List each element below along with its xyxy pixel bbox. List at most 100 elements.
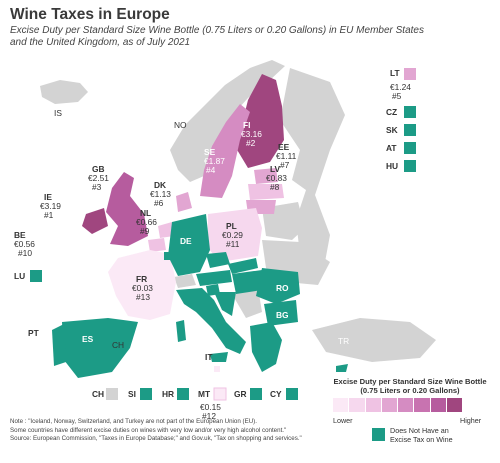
map-region-gr — [250, 322, 282, 372]
map-region-hu — [232, 270, 262, 294]
label-pl-code: PL — [226, 221, 237, 231]
label-ee-code: EE — [278, 142, 290, 152]
label-at: AT — [386, 143, 397, 153]
label-lt-value: €1.24 — [390, 82, 411, 92]
label-pt: PT — [28, 328, 40, 338]
map-region-nl — [158, 222, 174, 238]
footnote-line: Source: European Commission, "Taxes in E… — [10, 435, 302, 443]
map-region-ie — [82, 208, 108, 234]
map-region-at — [196, 270, 232, 286]
label-dk-value: €1.13 — [150, 189, 171, 199]
map-region-hr — [214, 292, 236, 316]
label-gr: GR — [234, 389, 247, 399]
label-es: ES — [82, 334, 94, 344]
label-se-code: SE — [204, 147, 216, 157]
map-region-ru — [280, 68, 345, 262]
swatch-cz — [404, 106, 416, 118]
label-be-value: €0.56 — [14, 239, 35, 249]
swatch-lu — [30, 270, 42, 282]
label-nl-rank: #9 — [140, 226, 150, 236]
label-ie-rank: #1 — [44, 210, 54, 220]
label-hr: HR — [162, 389, 174, 399]
label-ch: CH — [112, 340, 124, 350]
label-sk: SK — [386, 125, 398, 135]
swatch-mt — [213, 387, 227, 401]
legend-step — [447, 398, 464, 412]
footnote-line: Some countries have different excise dut… — [10, 426, 287, 434]
map-region-cz — [206, 252, 230, 268]
label-fr-code: FR — [136, 274, 147, 284]
swatch-gr — [250, 388, 262, 400]
swatch-at — [404, 142, 416, 154]
map-region-sardinia — [176, 320, 186, 342]
label-nl-value: €0.66 — [136, 217, 157, 227]
map-region-bg — [264, 300, 298, 326]
swatch-si — [140, 388, 152, 400]
map-region-it — [176, 288, 246, 354]
label-be-rank: #10 — [18, 248, 32, 258]
legend-step — [365, 398, 382, 412]
label-cz: CZ — [386, 107, 397, 117]
label-lv-rank: #8 — [270, 182, 280, 192]
legend-no-tax-swatch — [372, 428, 385, 441]
label-gb-rank: #3 — [92, 182, 102, 192]
label-se-value: €1.87 — [204, 156, 225, 166]
label-mt-value: €0.15 — [200, 402, 221, 412]
map-region-ee — [254, 168, 278, 184]
swatch-ch — [106, 388, 118, 400]
map-region-lv — [248, 184, 284, 200]
label-ie-code: IE — [44, 192, 52, 202]
map-region-mt — [214, 366, 220, 372]
label-se-rank: #4 — [206, 165, 216, 175]
page-title: Wine Taxes in Europe — [10, 6, 170, 23]
legend-title: Excise Duty per Standard Size Wine Bottl… — [333, 377, 487, 395]
swatch-cy — [286, 388, 298, 400]
footnote-line: Note : "Iceland, Norway, Switzerland, an… — [10, 418, 257, 425]
map-region-dk — [176, 192, 192, 212]
map-region-sicily — [210, 352, 228, 362]
label-fi-value: €3.16 — [241, 129, 262, 139]
label-nl-code: NL — [140, 208, 151, 218]
map-region-pl — [208, 208, 262, 262]
map-region-gb — [106, 172, 148, 246]
legend-high-label: Higher — [460, 416, 482, 425]
legend-step — [381, 398, 399, 412]
map-region-se — [200, 104, 250, 198]
legend-step — [430, 398, 448, 412]
map-region-be — [148, 238, 166, 252]
label-lt-rank: #5 — [392, 91, 402, 101]
label-pl-value: €0.29 — [222, 230, 243, 240]
label-is: IS — [54, 108, 62, 118]
label-fr-rank: #13 — [136, 292, 150, 302]
label-ee-value: €1.11 — [276, 151, 297, 161]
label-gb-value: €2.51 — [88, 173, 109, 183]
map-region-tr — [312, 318, 436, 362]
label-pl-rank: #11 — [226, 239, 240, 249]
page-subtitle: Excise Duty per Standard Size Wine Bottl… — [10, 25, 424, 48]
label-fi-code: FI — [243, 120, 250, 130]
legend-color-scale — [333, 398, 464, 412]
label-hu: HU — [386, 161, 398, 171]
label-de: DE — [180, 236, 192, 246]
label-mt-rank: #12 — [202, 411, 216, 421]
swatch-hu — [404, 160, 416, 172]
label-fr-value: €0.03 — [132, 283, 153, 293]
label-fi-rank: #2 — [246, 138, 256, 148]
swatch-hr — [177, 388, 189, 400]
map-region-pt — [52, 324, 66, 366]
label-dk-rank: #6 — [154, 198, 164, 208]
label-ro: RO — [276, 283, 289, 293]
label-mt-code: MT — [198, 389, 211, 399]
label-ee-rank: #7 — [280, 160, 290, 170]
map-region-lu — [164, 252, 170, 260]
legend-step — [349, 398, 366, 412]
label-ie-value: €3.19 — [40, 201, 61, 211]
legend-step — [333, 398, 350, 412]
legend-no-tax-label: Does Not Have an Excise Tax on Wine — [390, 426, 453, 444]
swatch-sk — [404, 124, 416, 136]
label-dk-code: DK — [154, 180, 166, 190]
map-region-sk — [228, 258, 258, 274]
map-region-balkans — [232, 288, 262, 318]
map-region-is — [40, 80, 88, 104]
